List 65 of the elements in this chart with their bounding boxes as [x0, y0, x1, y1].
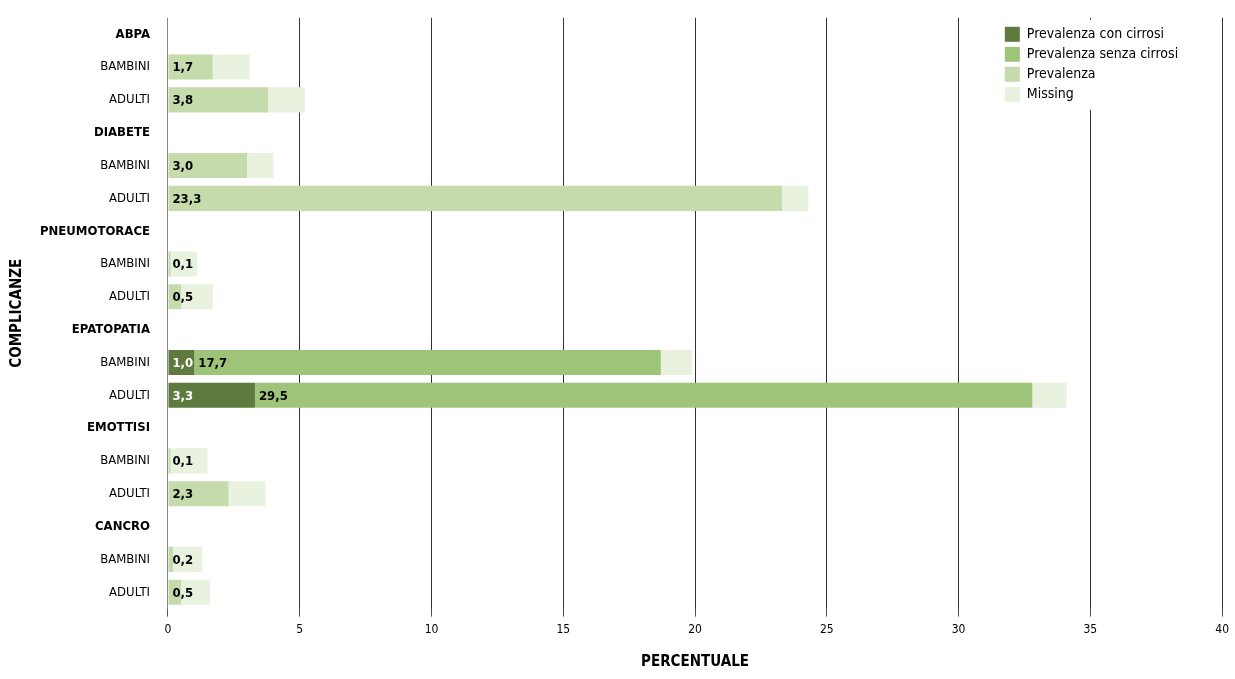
x-tick-label: 30 — [951, 621, 966, 636]
data-label: 0,1 — [172, 256, 194, 272]
x-tick-label: 40 — [1215, 621, 1230, 636]
bar — [254, 382, 1033, 408]
bar — [168, 152, 248, 179]
bar — [228, 481, 266, 507]
legend-label: Missing — [1026, 85, 1074, 102]
y-tick-label: DIABETE — [93, 124, 150, 140]
data-label: 3,0 — [172, 157, 194, 173]
y-tick-label: BAMBINI — [100, 353, 150, 369]
y-tick-label: ADULTI — [109, 288, 150, 304]
data-label: 2,3 — [172, 486, 194, 502]
y-tick-label: ADULTI — [109, 485, 150, 501]
data-label: 3,3 — [172, 387, 194, 403]
y-tick-label: PNEUMOTORACE — [40, 222, 150, 238]
bar — [782, 185, 809, 211]
data-label: 0,1 — [172, 453, 194, 469]
bar — [1032, 382, 1067, 408]
y-tick-label: ABPA — [115, 25, 150, 41]
y-tick-label: BAMBINI — [100, 550, 150, 566]
bar — [247, 152, 274, 179]
y-tick-label: ADULTI — [109, 91, 150, 107]
data-label: 0,5 — [172, 584, 194, 600]
bar — [168, 481, 229, 507]
y-tick-label: BAMBINI — [100, 156, 150, 172]
legend-label: Prevalenza senza cirrosi — [1026, 45, 1179, 62]
x-tick-label: 20 — [688, 621, 703, 636]
x-tick-label: 25 — [819, 621, 834, 636]
data-label: 3,8 — [172, 92, 194, 108]
bar — [168, 185, 783, 211]
x-tick-label: 10 — [424, 621, 439, 636]
x-tick-label: 15 — [556, 621, 571, 636]
bar — [168, 87, 269, 113]
data-label: 1,7 — [172, 59, 194, 75]
bar — [168, 54, 213, 80]
data-label: 17,7 — [198, 354, 228, 370]
data-label: 0,5 — [172, 289, 194, 305]
legend-label: Prevalenza con cirrosi — [1026, 25, 1165, 42]
x-axis-title: PERCENTUALE — [641, 651, 749, 670]
y-tick-label: BAMBINI — [100, 255, 150, 271]
bar — [168, 448, 171, 474]
bar — [212, 54, 250, 80]
y-tick-label: ADULTI — [109, 386, 150, 402]
bar — [168, 251, 171, 277]
bar — [168, 546, 174, 572]
bar — [194, 349, 661, 375]
y-tick-label: BAMBINI — [100, 58, 150, 74]
data-label: 0,2 — [172, 551, 194, 567]
legend-label: Prevalenza — [1026, 65, 1096, 82]
y-tick-label: ADULTI — [109, 189, 150, 205]
bar — [168, 382, 255, 408]
bar — [268, 87, 306, 113]
x-tick-label: 0 — [164, 621, 172, 636]
y-tick-label: EMOTTISI — [87, 419, 150, 435]
data-label: 23,3 — [172, 190, 202, 206]
y-tick-label: CANCRO — [95, 517, 151, 533]
x-tick-label: 5 — [296, 621, 304, 636]
x-tick-label: 35 — [1083, 621, 1098, 636]
y-tick-label: ADULTI — [109, 583, 150, 599]
y-tick-label: EPATOPATIA — [71, 320, 150, 336]
bar — [660, 349, 693, 375]
y-tick-label: BAMBINI — [100, 452, 150, 468]
data-label: 1,0 — [172, 354, 194, 370]
data-label: 29,5 — [258, 387, 288, 403]
y-axis-title: COMPLICANZE — [6, 258, 25, 368]
